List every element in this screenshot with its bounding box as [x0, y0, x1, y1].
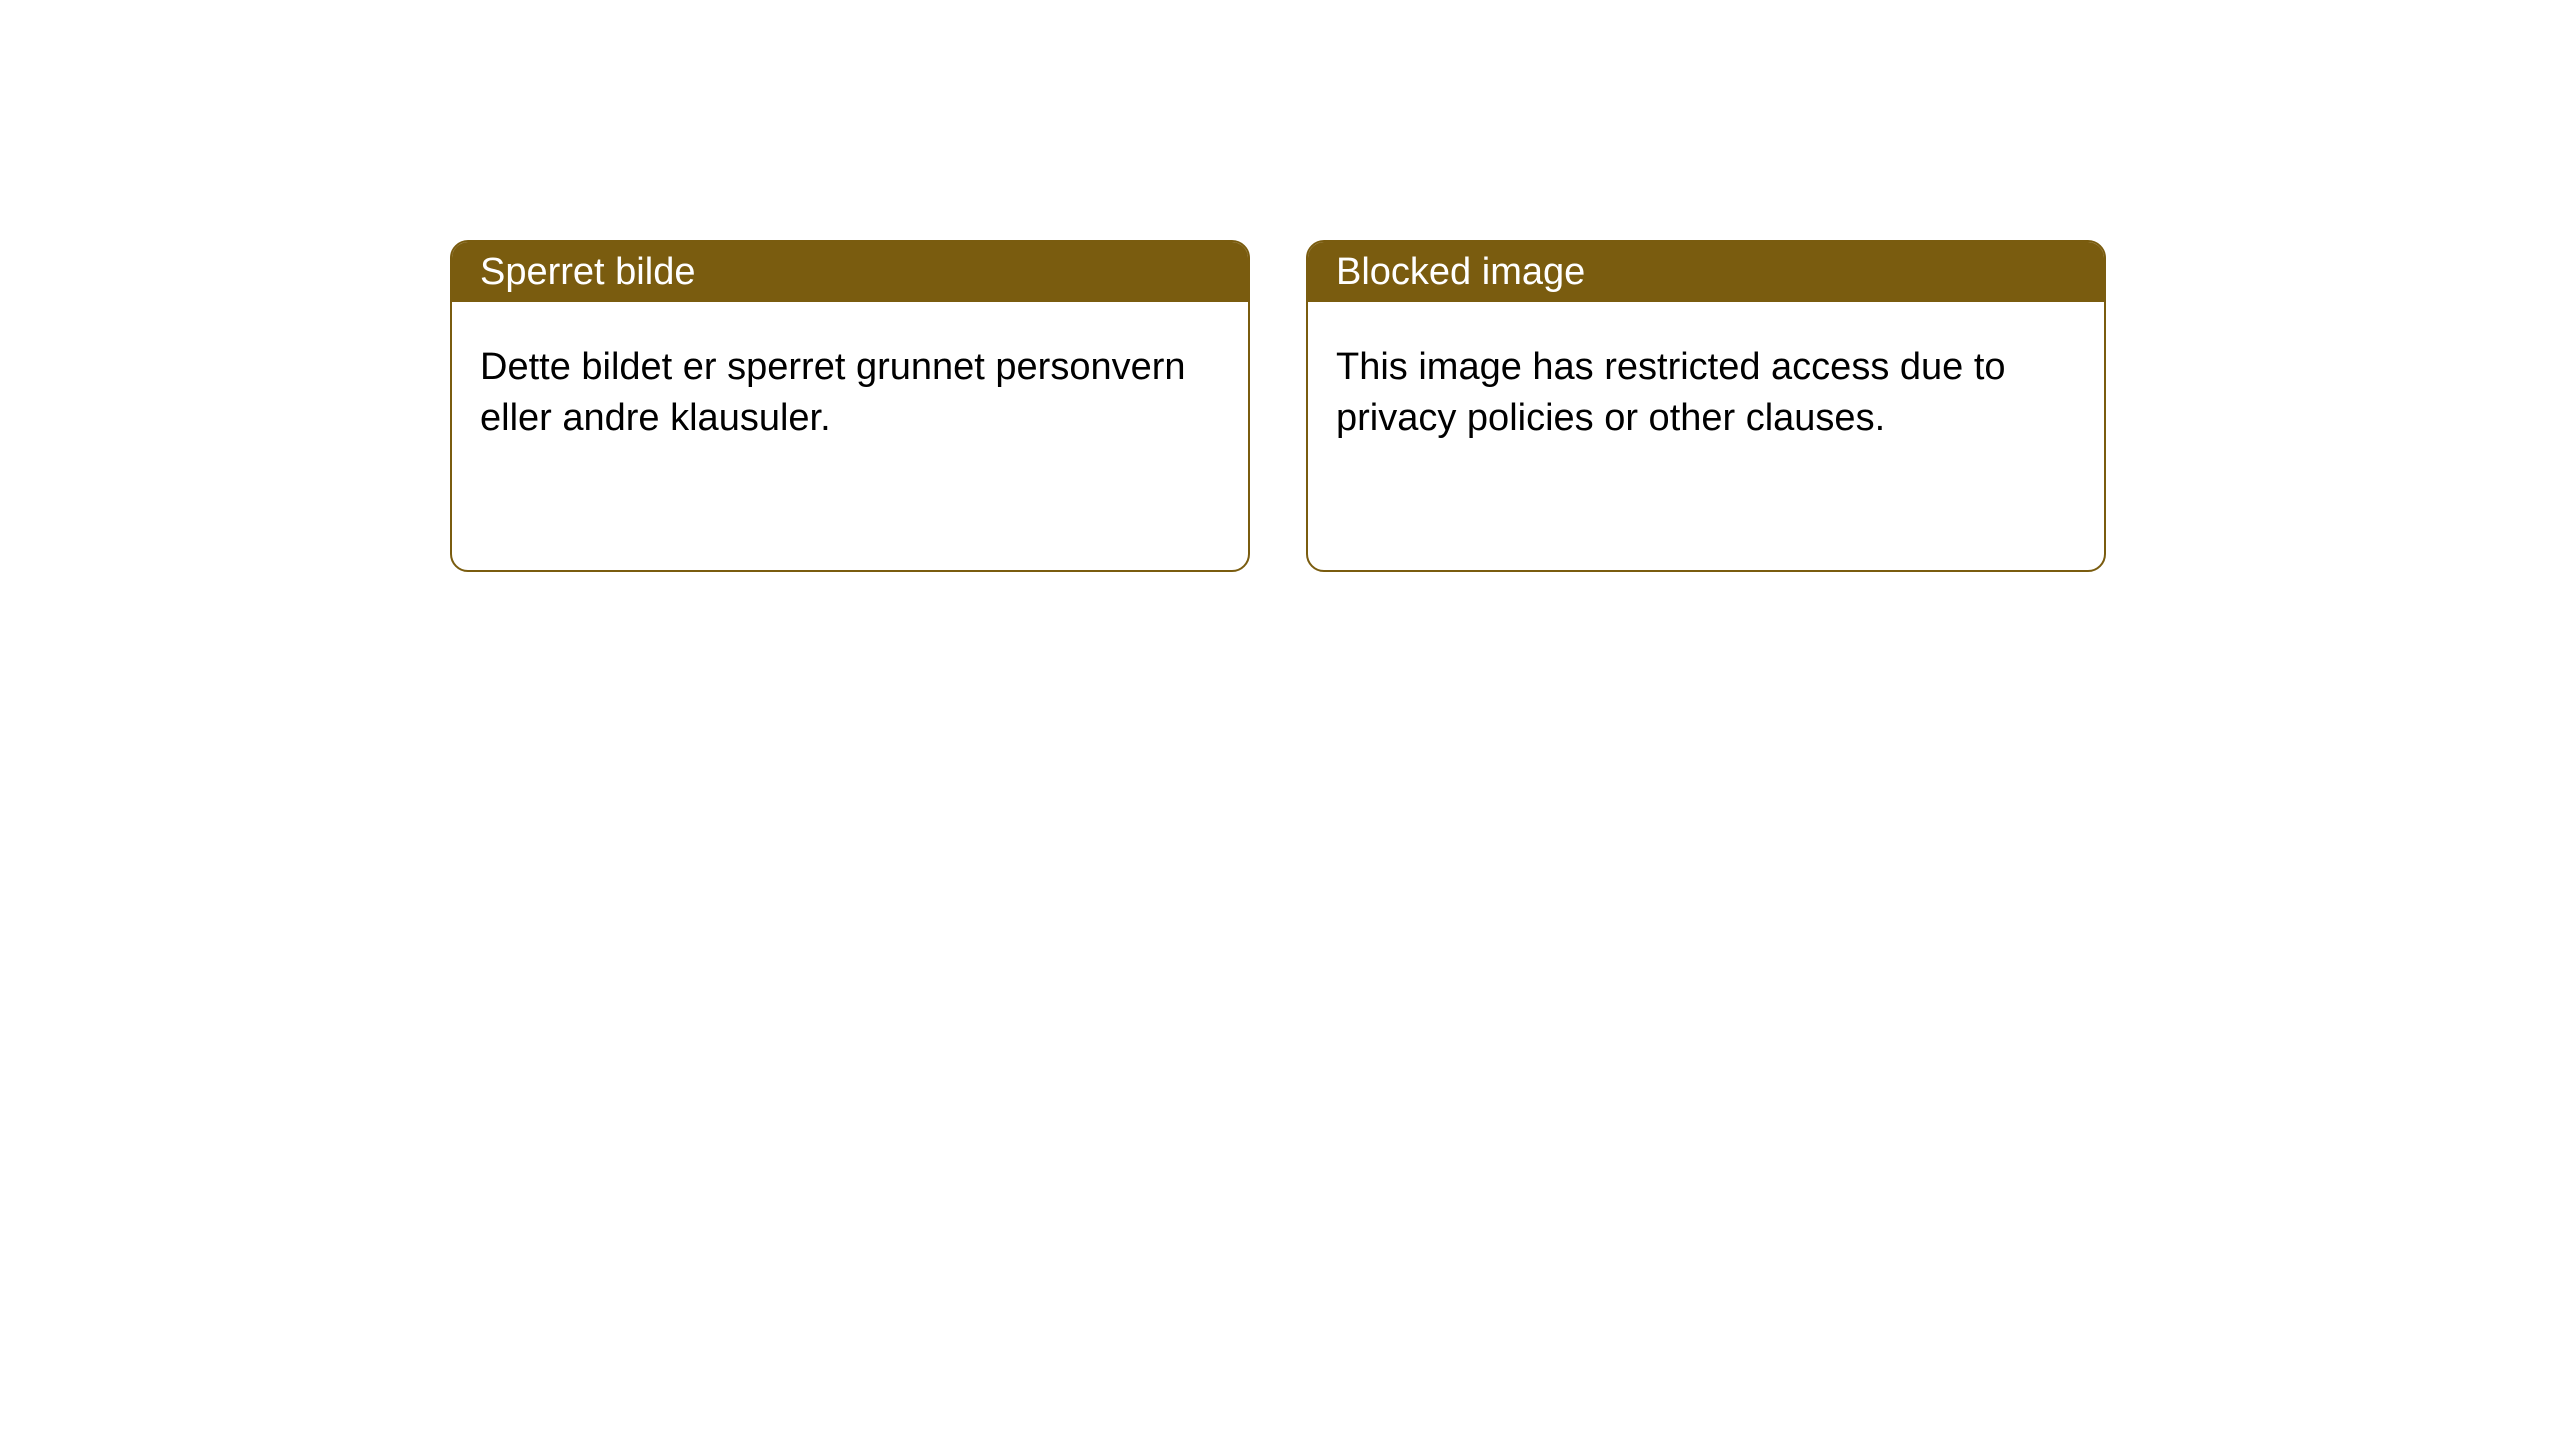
notice-header: Blocked image [1308, 242, 2104, 302]
notice-body: This image has restricted access due to … [1308, 302, 2104, 485]
notice-box-english: Blocked image This image has restricted … [1306, 240, 2106, 572]
notice-body-text: This image has restricted access due to … [1336, 346, 2006, 439]
notice-title: Blocked image [1336, 251, 1585, 294]
notice-body: Dette bildet er sperret grunnet personve… [452, 302, 1248, 485]
notice-header: Sperret bilde [452, 242, 1248, 302]
notice-body-text: Dette bildet er sperret grunnet personve… [480, 346, 1186, 439]
notice-title: Sperret bilde [480, 251, 695, 294]
notice-box-norwegian: Sperret bilde Dette bildet er sperret gr… [450, 240, 1250, 572]
notice-container: Sperret bilde Dette bildet er sperret gr… [0, 0, 2560, 572]
